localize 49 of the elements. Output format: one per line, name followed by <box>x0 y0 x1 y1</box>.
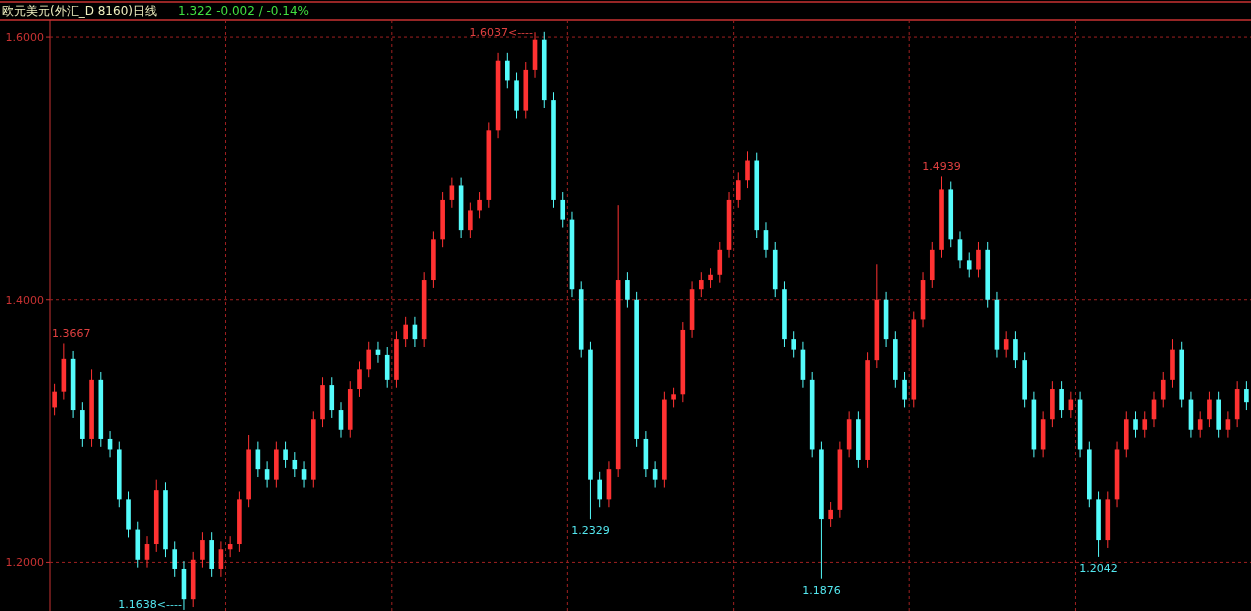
candlestick <box>403 316 408 348</box>
ytick: 1.6000 <box>5 31 44 45</box>
candlestick <box>504 52 510 89</box>
annotation: 1.3667 <box>52 327 91 341</box>
annotation: 1.1876 <box>802 583 841 597</box>
candlestick <box>1013 330 1018 369</box>
annotation: 1.6037<---- <box>469 26 533 40</box>
candlestick <box>449 177 455 209</box>
candlestick <box>828 501 833 528</box>
candlestick <box>1207 391 1212 428</box>
candlestick <box>966 251 972 278</box>
candlestick <box>745 150 750 189</box>
candlestick <box>200 531 205 569</box>
candlestick <box>172 540 178 578</box>
candlestick <box>264 460 270 489</box>
candlestick <box>357 360 362 398</box>
candlestick <box>366 341 372 378</box>
candlestick <box>560 191 566 229</box>
candlestick <box>1244 380 1249 411</box>
candlestick <box>671 387 676 408</box>
candlestick <box>1142 410 1148 439</box>
candlestick <box>477 191 482 219</box>
candlestick <box>699 271 704 298</box>
candlestick <box>791 330 797 359</box>
annotation: 1.2042 <box>1079 561 1118 575</box>
candlestick <box>1197 410 1203 439</box>
candlestick <box>625 271 630 309</box>
ytick: 1.4000 <box>5 293 44 307</box>
candlestick <box>1225 410 1231 439</box>
candlestick <box>976 241 981 278</box>
candlestick <box>902 371 907 408</box>
title: 欧元美元(外汇_D 8160)日线 <box>2 4 157 18</box>
ytick: 1.2000 <box>5 556 44 570</box>
subtitle: 1.322 -0.002 / -0.14% <box>178 4 309 18</box>
candlestick <box>301 460 307 489</box>
candlestick <box>652 460 658 489</box>
candlestick <box>1003 330 1009 359</box>
candlestick <box>468 202 473 239</box>
candlestick <box>52 383 57 416</box>
candlestick <box>1133 410 1138 439</box>
candlestick <box>283 441 288 469</box>
candlestick <box>597 471 602 508</box>
candlestick <box>708 267 713 289</box>
candlestick <box>1059 380 1064 419</box>
annotation: 1.2329 <box>571 524 610 538</box>
candlestick <box>735 171 741 209</box>
annotation: 1.1638<---- <box>118 598 182 611</box>
annotation: 1.4939 <box>922 160 961 174</box>
candlestick <box>1160 371 1166 408</box>
